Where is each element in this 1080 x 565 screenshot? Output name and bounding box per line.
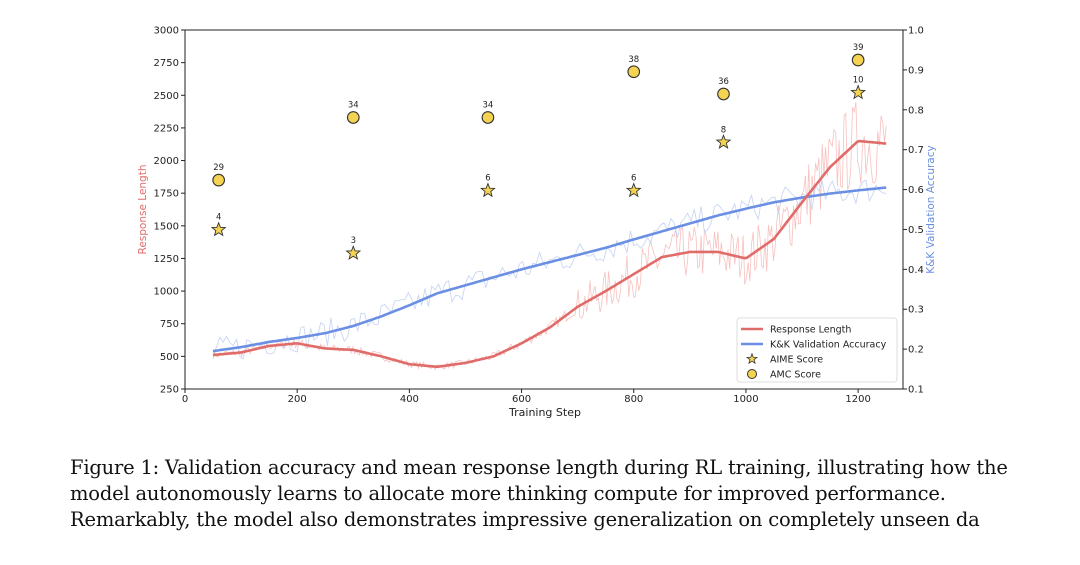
- x-tick-label: 800: [624, 394, 643, 405]
- amc-score-marker: [212, 173, 226, 187]
- training-chart: 0 200 400 600 800 1000 1200 Training Step 250 500…: [137, 26, 937, 420]
- y-right-tick-label: 0.4: [908, 265, 924, 276]
- y-right-tick-label: 0.6: [908, 185, 924, 196]
- y-right-tick-label: 0.9: [908, 65, 924, 76]
- accuracy-line: [212, 186, 887, 353]
- amc-score-marker: [717, 87, 730, 101]
- plot-frame: [184, 29, 904, 390]
- legend-entry-label: AMC Score: [770, 370, 821, 381]
- x-axis-label: Training Step: [508, 406, 581, 419]
- amc-score-label: 29: [213, 163, 224, 173]
- aime-score-marker: [715, 134, 732, 149]
- aime-score-marker: [345, 244, 362, 260]
- legend-box: [736, 317, 898, 383]
- y-right-tick-label: 1.0: [908, 26, 924, 37]
- y-right-tick-label: 0.3: [908, 305, 924, 316]
- y-right-tick-label: 0.8: [908, 105, 924, 116]
- y-left-tick-label: 250: [160, 385, 179, 396]
- aime-score-label: 6: [485, 174, 490, 184]
- aime-score-label: 8: [721, 125, 726, 135]
- y-left-tick-label: 1750: [154, 189, 179, 200]
- amc-score-label: 34: [482, 100, 493, 110]
- aime-score-label: 4: [216, 213, 221, 223]
- y-left-tick-label: 2750: [154, 58, 179, 69]
- legend-entry-label: Response Length: [770, 325, 851, 336]
- aime-score-marker: [625, 182, 642, 198]
- smoothed-series-layer: [212, 139, 887, 369]
- legend-entry-label: K&K Validation Accuracy: [770, 340, 887, 351]
- amc-score-label: 34: [348, 100, 359, 110]
- y-left-tick-label: 2500: [154, 91, 179, 102]
- legend-star-swatch: [745, 352, 759, 365]
- y-left-tick-label: 1000: [154, 287, 179, 298]
- y-left-axis-label: Response Length: [137, 165, 149, 255]
- x-tick-label: 1000: [733, 394, 758, 405]
- y-left-tick-label: 1500: [154, 221, 179, 232]
- aime-score-label: 10: [853, 76, 864, 86]
- aime-score-marker: [210, 221, 227, 237]
- amc-score-label: 38: [628, 55, 639, 65]
- amc-score-label: 36: [718, 77, 729, 87]
- aime-score-marker: [480, 182, 496, 198]
- y-right-tick-label: 0.1: [908, 385, 924, 396]
- response-length-raw-line: [212, 102, 887, 371]
- amc-score-marker: [346, 111, 360, 124]
- y-left-tick-label: 750: [160, 319, 179, 330]
- legend-entry-label: AIME Score: [770, 355, 823, 366]
- legend-circle-swatch: [747, 369, 757, 379]
- y-left-tick-label: 1250: [154, 254, 179, 265]
- y-right-tick-label: 0.2: [908, 345, 924, 356]
- x-tick-label: 0: [182, 394, 188, 405]
- aime-score-label: 3: [351, 236, 356, 246]
- x-tick-label: 200: [288, 394, 307, 405]
- aime-score-label: 6: [631, 174, 636, 184]
- amc-score-marker: [481, 111, 495, 124]
- response-length-line: [212, 139, 887, 369]
- figure-caption: Figure 1: Validation accuracy and mean r…: [70, 455, 1030, 533]
- y-right-tick-label: 0.5: [908, 225, 924, 236]
- x-tick-label: 1200: [845, 394, 870, 405]
- y-left-tick-label: 3000: [154, 26, 179, 37]
- x-tick-label: 600: [512, 394, 531, 405]
- y-left-tick-label: 2000: [154, 156, 179, 167]
- x-tick-label: 400: [400, 394, 419, 405]
- amc-score-marker: [627, 65, 641, 79]
- y-right-tick-label: 0.7: [908, 145, 924, 156]
- y-left-tick-label: 2250: [154, 123, 179, 134]
- amc-score-label: 39: [853, 43, 864, 53]
- amc-score-marker: [851, 53, 865, 67]
- axes-layer: 0 200 400 600 800 1000 1200 Training Step 250 500…: [137, 26, 937, 420]
- legend: Response Length K&K Validation Accuracy AI…: [736, 317, 898, 383]
- caption-text: Figure 1: Validation accuracy and mean r…: [70, 456, 1008, 531]
- y-left-tick-label: 500: [160, 352, 179, 363]
- y-right-axis-label: K&K Validation Accuracy: [925, 145, 937, 273]
- aime-score-marker: [850, 84, 866, 100]
